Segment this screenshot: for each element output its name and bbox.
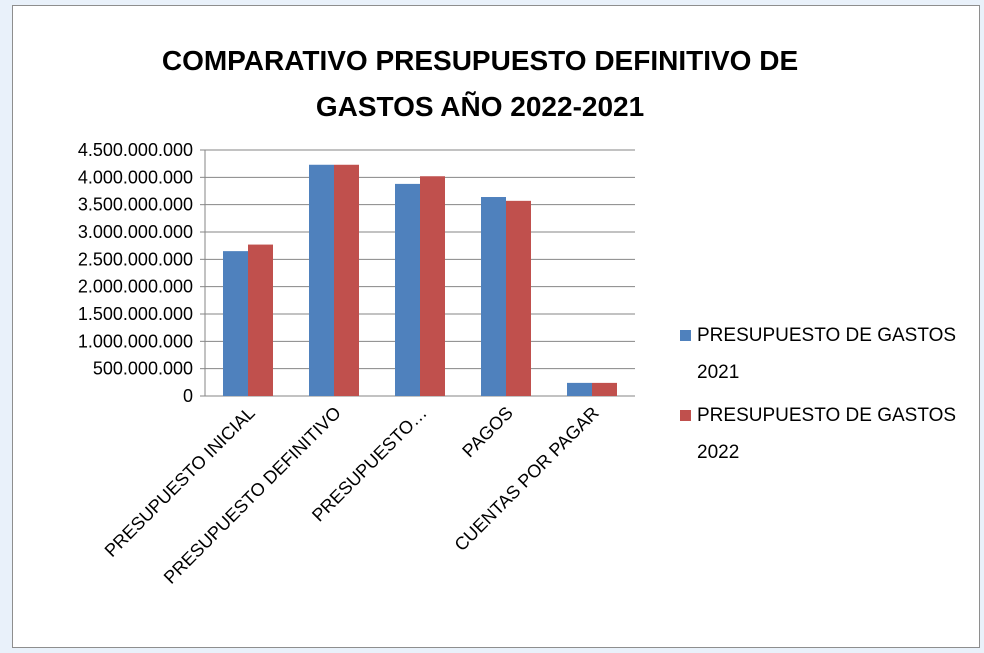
x-tick-label: PAGOS — [458, 403, 516, 461]
legend-label: PRESUPUESTO DE GASTOS 2022 — [697, 405, 957, 463]
y-tick-label: 500.000.000 — [93, 359, 193, 379]
x-tick-label: PRESUPUESTO INICIAL — [101, 403, 259, 561]
bar — [506, 200, 531, 396]
y-tick-label: 3.000.000.000 — [78, 222, 193, 242]
y-tick-label: 1.000.000.000 — [78, 331, 193, 351]
bar — [248, 244, 273, 396]
y-tick-label: 2.500.000.000 — [78, 249, 193, 269]
bar — [334, 164, 359, 396]
y-tick-label: 4.500.000.000 — [78, 140, 193, 160]
legend-item: PRESUPUESTO DE GASTOS 2021 — [680, 317, 984, 391]
bar — [395, 183, 420, 396]
bar — [309, 164, 334, 396]
bar — [420, 176, 445, 396]
legend-swatch — [680, 330, 691, 341]
chart-title: COMPARATIVO PRESUPUESTO DEFINITIVO DE GA… — [161, 45, 799, 122]
y-tick-label: 0 — [183, 386, 193, 406]
bar — [567, 382, 592, 396]
legend-label: PRESUPUESTO DE GASTOS 2021 — [697, 325, 957, 383]
y-tick-label: 4.000.000.000 — [78, 167, 193, 187]
y-tick-label: 3.500.000.000 — [78, 195, 193, 215]
x-tick-label: CUENTAS POR PAGAR — [451, 403, 603, 555]
legend-item: PRESUPUESTO DE GASTOS 2022 — [680, 397, 984, 471]
bar — [592, 382, 617, 396]
bar — [223, 251, 248, 396]
x-tick-label: PRESUPUESTO DEFINITIVO — [160, 403, 345, 588]
legend-swatch — [680, 410, 691, 421]
y-tick-label: 2.000.000.000 — [78, 277, 193, 297]
bar — [481, 197, 506, 396]
y-tick-label: 1.500.000.000 — [78, 304, 193, 324]
